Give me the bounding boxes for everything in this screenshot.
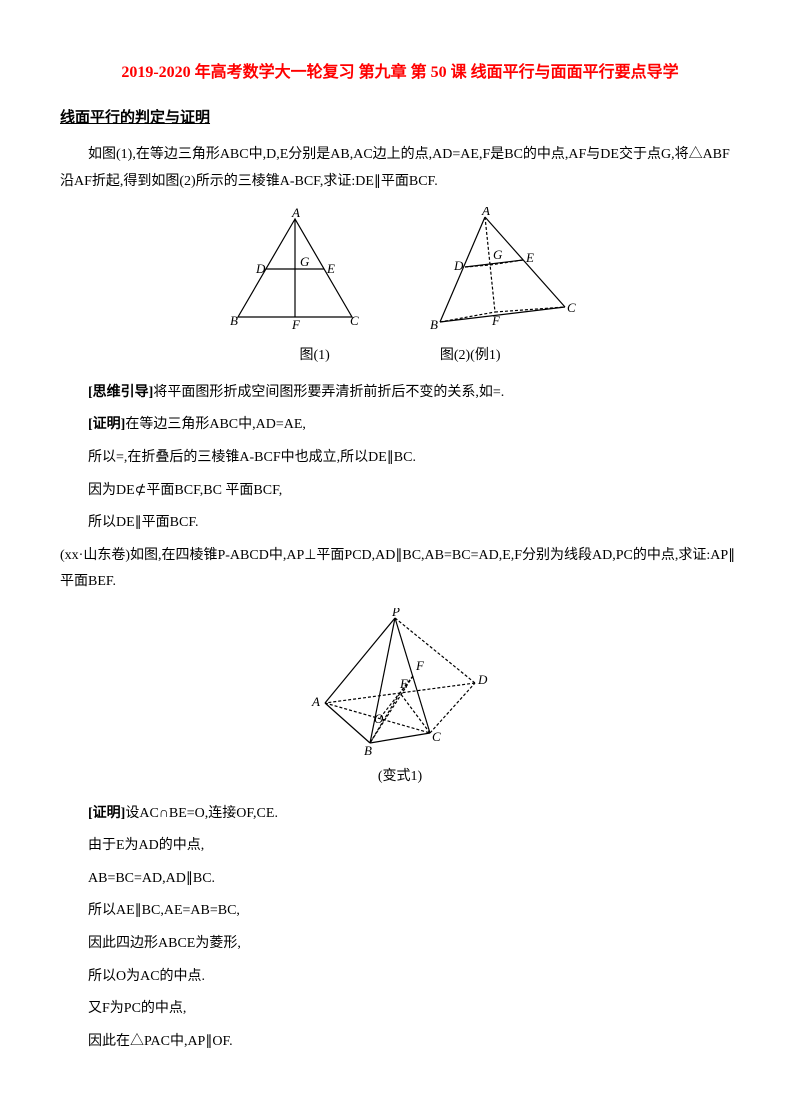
figure-2: A B C D E F G xyxy=(420,207,580,337)
problem2-intro: (xx·山东卷)如图,在四棱锥P-ABCD中,AP⊥平面PCD,AD∥BC,AB… xyxy=(60,543,740,596)
figure-captions-1: 图(1) 图(2)(例1) xyxy=(60,343,740,370)
svg-text:O: O xyxy=(374,711,384,726)
svg-text:B: B xyxy=(230,313,238,328)
svg-text:P: P xyxy=(391,608,400,619)
svg-text:G: G xyxy=(493,247,503,262)
proof2-text0: 设AC∩BE=O,连接OF,CE. xyxy=(125,806,278,821)
problem1-intro: 如图(1),在等边三角形ABC中,D,E分别是AB,AC边上的点,AD=AE,F… xyxy=(60,142,740,195)
proof-label-1: [证明] xyxy=(88,417,125,432)
svg-text:E: E xyxy=(525,250,534,265)
problem2-proof-line5: 所以O为AC的中点. xyxy=(60,964,740,991)
svg-text:A: A xyxy=(311,694,320,709)
figure-row-2: P A B C D E F O xyxy=(60,608,740,758)
svg-text:B: B xyxy=(364,743,372,758)
svg-text:E: E xyxy=(399,676,408,691)
svg-text:F: F xyxy=(491,313,501,328)
section-heading: 线面平行的判定与证明 xyxy=(60,104,740,133)
problem1-hint: [思维引导]将平面图形折成空间图形要弄清折前折后不变的关系,如=. xyxy=(60,380,740,407)
problem2-proof-line4: 因此四边形ABCE为菱形, xyxy=(60,931,740,958)
problem2-proof-line1: 由于E为AD的中点, xyxy=(60,833,740,860)
problem2-proof-line3: 所以AE∥BC,AE=AB=BC, xyxy=(60,898,740,925)
svg-text:G: G xyxy=(300,254,310,269)
svg-text:A: A xyxy=(481,207,490,218)
svg-text:F: F xyxy=(415,658,425,673)
svg-text:F: F xyxy=(291,317,301,332)
figure-row-1: A B C D E F G A B C D E F G xyxy=(60,207,740,337)
figure-3: P A B C D E F O xyxy=(300,608,500,758)
proof-label-2: [证明] xyxy=(88,806,125,821)
problem2-proof-line2: AB=BC=AD,AD∥BC. xyxy=(60,866,740,893)
svg-text:D: D xyxy=(477,672,488,687)
problem1-proof-line3: 所以DE∥平面BCF. xyxy=(60,510,740,537)
problem2-proof-line6: 又F为PC的中点, xyxy=(60,996,740,1023)
problem2-proof-line0: [证明]设AC∩BE=O,连接OF,CE. xyxy=(60,801,740,828)
svg-text:E: E xyxy=(326,261,335,276)
svg-text:C: C xyxy=(350,313,359,328)
hint-label: [思维引导] xyxy=(88,385,153,400)
caption-fig1: 图(1) xyxy=(300,343,330,370)
hint-text: 将平面图形折成空间图形要弄清折前折后不变的关系,如=. xyxy=(153,385,504,400)
problem2-proof-line7: 因此在△PAC中,AP∥OF. xyxy=(60,1029,740,1056)
problem1-proof-line0: [证明]在等边三角形ABC中,AD=AE, xyxy=(60,412,740,439)
svg-text:D: D xyxy=(255,261,266,276)
svg-text:C: C xyxy=(567,300,576,315)
caption-fig3: (变式1) xyxy=(60,764,740,791)
svg-text:D: D xyxy=(453,258,464,273)
proof1-text0: 在等边三角形ABC中,AD=AE, xyxy=(125,417,306,432)
problem1-proof-line1: 所以=,在折叠后的三棱锥A-BCF中也成立,所以DE∥BC. xyxy=(60,445,740,472)
svg-text:B: B xyxy=(430,317,438,332)
svg-text:C: C xyxy=(432,729,441,744)
svg-text:A: A xyxy=(291,207,300,220)
caption-fig2: 图(2)(例1) xyxy=(440,343,501,370)
problem1-proof-line2: 因为DE⊄平面BCF,BC 平面BCF, xyxy=(60,478,740,505)
figure-1: A B C D E F G xyxy=(220,207,370,337)
page-title: 2019-2020 年高考数学大一轮复习 第九章 第 50 课 线面平行与面面平… xyxy=(60,60,740,86)
